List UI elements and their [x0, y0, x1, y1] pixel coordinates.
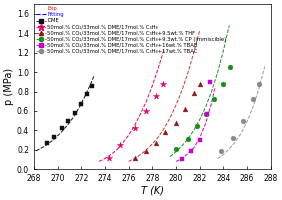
- Point: [73, 111, 78, 114]
- Point: [203, 112, 208, 115]
- X-axis label: T (K): T (K): [141, 186, 164, 196]
- Point: [180, 157, 184, 160]
- Point: [163, 131, 168, 134]
- Point: [118, 143, 123, 147]
- Point: [52, 136, 56, 139]
- Point: [212, 98, 216, 101]
- Point: [191, 92, 196, 95]
- Point: [132, 156, 137, 159]
- Point: [241, 119, 246, 122]
- Point: [197, 82, 202, 85]
- Point: [208, 80, 213, 83]
- Point: [154, 95, 158, 98]
- Point: [144, 109, 149, 113]
- Point: [257, 82, 261, 85]
- Point: [228, 66, 233, 69]
- Point: [189, 149, 194, 152]
- Point: [186, 138, 190, 141]
- Legend: Exp, Fitting, DME, 50mol.% CO₂/33mol.% DME/17mol.% C₃H₈, 50mol.% CO₂/33mol.% DME: Exp, Fitting, DME, 50mol.% CO₂/33mol.% D…: [35, 5, 227, 55]
- Point: [197, 138, 202, 142]
- Point: [161, 82, 165, 85]
- Point: [132, 127, 137, 130]
- Point: [106, 156, 111, 159]
- Point: [204, 112, 209, 115]
- Point: [90, 84, 94, 87]
- Point: [79, 103, 83, 106]
- Point: [60, 127, 65, 130]
- Point: [231, 137, 235, 140]
- Point: [195, 124, 200, 127]
- Point: [66, 119, 70, 122]
- Point: [85, 93, 89, 96]
- Y-axis label: p (MPa): p (MPa): [4, 68, 14, 105]
- Point: [154, 141, 158, 145]
- Point: [174, 147, 178, 150]
- Point: [174, 121, 178, 124]
- Point: [45, 141, 49, 145]
- Point: [219, 149, 223, 152]
- Point: [251, 98, 255, 101]
- Point: [144, 149, 149, 152]
- Point: [183, 107, 188, 111]
- Point: [221, 82, 226, 85]
